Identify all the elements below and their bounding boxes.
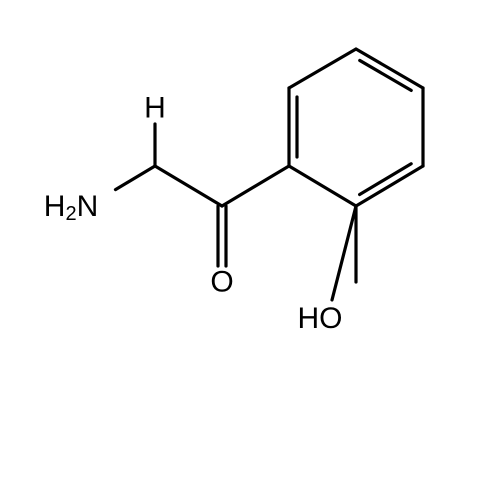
bond — [289, 49, 356, 88]
bond — [155, 166, 222, 206]
atom-label: HO — [297, 302, 342, 335]
bond — [356, 49, 423, 88]
atom-label: H2N — [44, 190, 98, 226]
molecule-diagram: HOH2NHO — [0, 0, 500, 500]
bond — [115, 166, 155, 190]
atom-label: O — [210, 266, 233, 299]
bond — [332, 206, 356, 300]
atom-label: H — [144, 92, 166, 125]
bond — [222, 166, 289, 206]
bond — [289, 166, 356, 206]
bond — [356, 166, 423, 206]
